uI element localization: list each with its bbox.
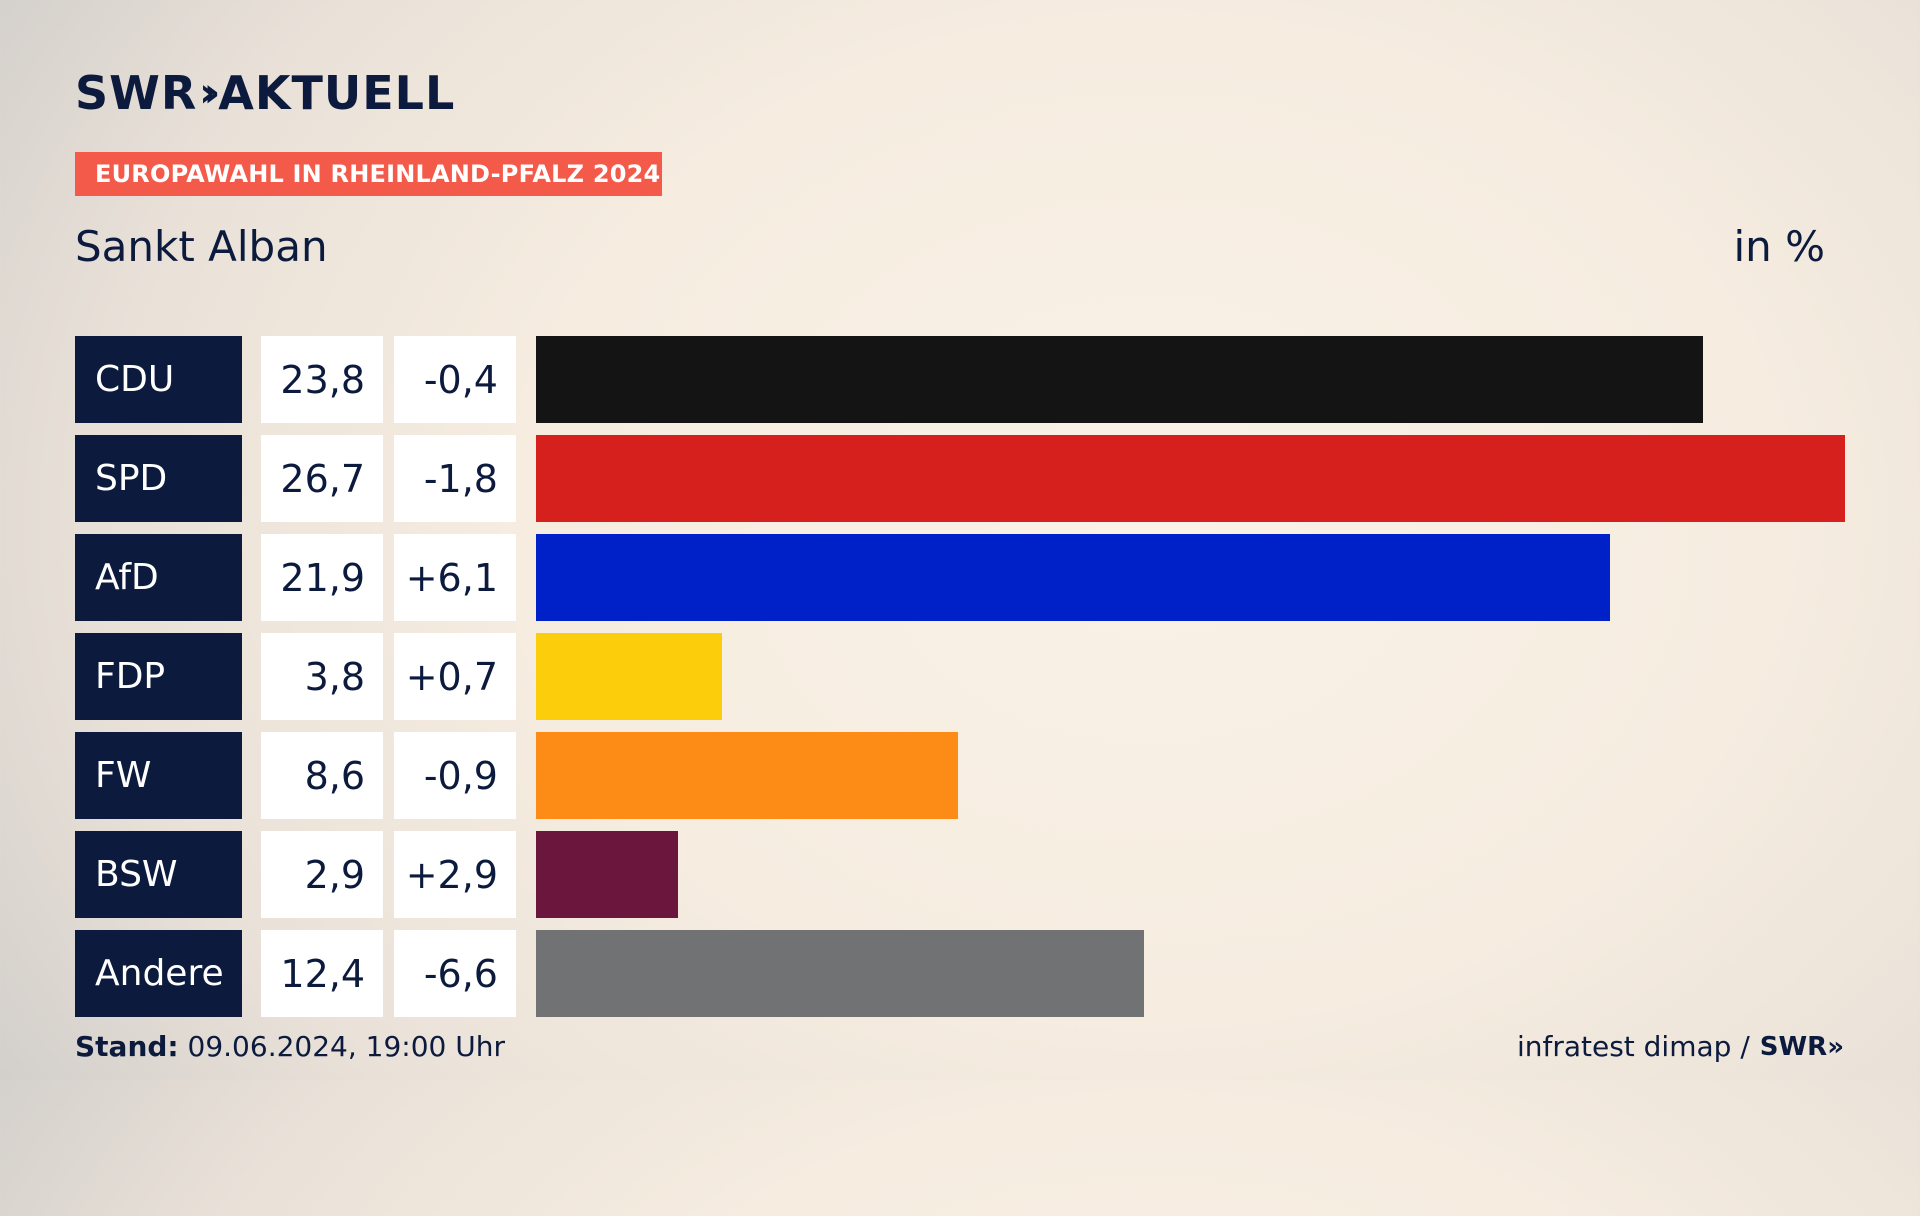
vote-share-label: 23,8 — [261, 336, 383, 423]
source-brand: SWR» — [1759, 1031, 1844, 1062]
change-label: -6,6 — [394, 930, 516, 1017]
party-row: AfD 21,9 +6,1 — [75, 534, 1845, 621]
bar-fw — [536, 732, 958, 819]
brand-name: SWR — [75, 66, 198, 120]
election-tag: EUROPAWAHL IN RHEINLAND-PFALZ 2024 — [75, 152, 662, 196]
swr-aktuell-logo: SWR ›› AKTUELL — [75, 66, 455, 120]
bar-cdu — [536, 336, 1703, 423]
party-row: SPD 26,7 -1,8 — [75, 435, 1845, 522]
vote-share-label: 8,6 — [261, 732, 383, 819]
source-credit: infratest dimap / SWR» — [1517, 1030, 1844, 1063]
bar-fdp — [536, 633, 722, 720]
vote-share-label: 12,4 — [261, 930, 383, 1017]
vote-share-label: 26,7 — [261, 435, 383, 522]
bar-spd — [536, 435, 1845, 522]
bar-andere — [536, 930, 1144, 1017]
vote-share-label: 2,9 — [261, 831, 383, 918]
party-row: Andere 12,4 -6,6 — [75, 930, 1845, 1017]
change-label: +6,1 — [394, 534, 516, 621]
party-label: CDU — [75, 336, 242, 423]
timestamp: Stand: 09.06.2024, 19:00 Uhr — [75, 1030, 505, 1063]
party-label: FW — [75, 732, 242, 819]
party-label: AfD — [75, 534, 242, 621]
brand-product: AKTUELL — [218, 66, 456, 120]
change-label: -1,8 — [394, 435, 516, 522]
results-table: CDU 23,8 -0,4 SPD 26,7 -1,8 AfD 21,9 +6,1 FDP 3,8 +… — [75, 336, 1845, 1216]
unit-label: in % — [1733, 222, 1825, 271]
party-label: SPD — [75, 435, 242, 522]
party-label: FDP — [75, 633, 242, 720]
bar-afd — [536, 534, 1610, 621]
change-label: -0,9 — [394, 732, 516, 819]
vote-share-label: 21,9 — [261, 534, 383, 621]
party-row: FW 8,6 -0,9 — [75, 732, 1845, 819]
party-label: Andere — [75, 930, 242, 1017]
change-label: +0,7 — [394, 633, 516, 720]
source-text: infratest dimap / — [1516, 1030, 1750, 1063]
party-label: BSW — [75, 831, 242, 918]
party-row: FDP 3,8 +0,7 — [75, 633, 1845, 720]
bar-bsw — [536, 831, 678, 918]
chevron-icon: ›› — [199, 70, 220, 116]
party-row: CDU 23,8 -0,4 — [75, 336, 1845, 423]
party-row: BSW 2,9 +2,9 — [75, 831, 1845, 918]
vote-share-label: 3,8 — [261, 633, 383, 720]
change-label: -0,4 — [394, 336, 516, 423]
stand-label: Stand: — [75, 1030, 179, 1063]
change-label: +2,9 — [394, 831, 516, 918]
chart-title: Sankt Alban — [75, 222, 328, 271]
stand-value: 09.06.2024, 19:00 Uhr — [187, 1030, 505, 1063]
